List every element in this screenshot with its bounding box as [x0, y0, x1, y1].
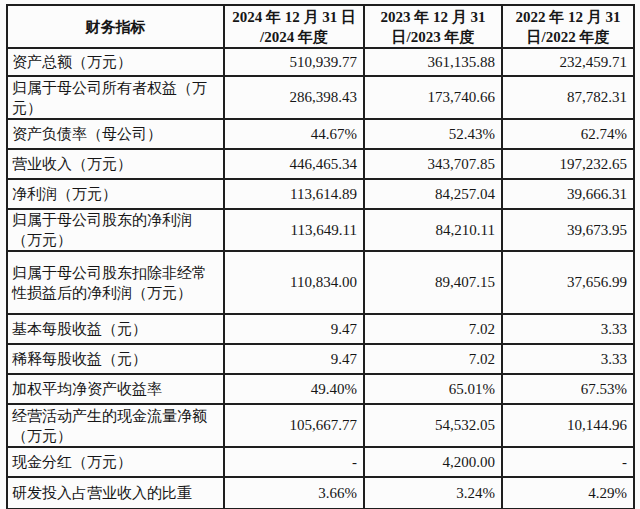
row-label: 归属于母公司股东的净利润 （万元）: [7, 209, 224, 251]
cell-value: 84,210.11: [364, 209, 502, 251]
cell-value: 286,398.43: [224, 76, 364, 119]
cell-value: 89,407.15: [364, 251, 502, 314]
table-row: 经营活动产生的现金流量净额 （万元）105,667.7754,532.0510,…: [7, 404, 634, 447]
row-label: 现金分红（万元）: [7, 447, 224, 477]
cell-value: 105,667.77: [224, 404, 364, 447]
table-row: 归属于母公司股东扣除非经常 性损益后的净利润（万元）110,834.0089,4…: [7, 251, 634, 314]
cell-value: 62.74%: [502, 119, 634, 149]
table-body: 资产总额（万元）510,939.77361,135.88232,459.71归属…: [7, 48, 634, 509]
cell-value: -: [224, 447, 364, 477]
cell-value: 84,257.04: [364, 179, 502, 209]
cell-value: 110,834.00: [224, 251, 364, 314]
row-label: 稀释每股收益（元）: [7, 344, 224, 374]
table-row: 研发投入占营业收入的比重3.66%3.24%4.29%: [7, 477, 634, 509]
table-row: 营业收入（万元）446,465.34343,707.85197,232.65: [7, 149, 634, 179]
row-label: 归属于母公司所有者权益（万 元）: [7, 76, 224, 119]
cell-value: 4.29%: [502, 477, 634, 509]
row-label: 研发投入占营业收入的比重: [7, 477, 224, 509]
table-row: 基本每股收益（元）9.477.023.33: [7, 314, 634, 344]
cell-value: 173,740.66: [364, 76, 502, 119]
cell-value: 39,666.31: [502, 179, 634, 209]
cell-value: 197,232.65: [502, 149, 634, 179]
cell-value: 37,656.99: [502, 251, 634, 314]
row-label: 净利润（万元）: [7, 179, 224, 209]
table-row: 现金分红（万元）-4,200.00-: [7, 447, 634, 477]
header-2023: 2023 年 12 月 31 日/2023 年度: [364, 5, 502, 48]
row-label: 营业收入（万元）: [7, 149, 224, 179]
cell-value: -: [502, 447, 634, 477]
cell-value: 361,135.88: [364, 48, 502, 76]
table-row: 净利润（万元）113,614.8984,257.0439,666.31: [7, 179, 634, 209]
cell-value: 7.02: [364, 344, 502, 374]
row-label: 归属于母公司股东扣除非经常 性损益后的净利润（万元）: [7, 251, 224, 314]
header-2022: 2022 年 12 月 31 日/2022 年度: [502, 5, 634, 48]
cell-value: 54,532.05: [364, 404, 502, 447]
cell-value: 9.47: [224, 314, 364, 344]
header-2024: 2024 年 12 月 31 日 /2024 年度: [224, 5, 364, 48]
cell-value: 343,707.85: [364, 149, 502, 179]
row-label: 加权平均净资产收益率: [7, 374, 224, 404]
row-label: 基本每股收益（元）: [7, 314, 224, 344]
row-label: 资产总额（万元）: [7, 48, 224, 76]
cell-value: 9.47: [224, 344, 364, 374]
cell-value: 4,200.00: [364, 447, 502, 477]
cell-value: 87,782.31: [502, 76, 634, 119]
cell-value: 3.66%: [224, 477, 364, 509]
cell-value: 65.01%: [364, 374, 502, 404]
table-row: 资产负债率（母公司）44.67%52.43%62.74%: [7, 119, 634, 149]
cell-value: 67.53%: [502, 374, 634, 404]
table-row: 归属于母公司股东的净利润 （万元）113,649.1184,210.1139,6…: [7, 209, 634, 251]
table-row: 归属于母公司所有者权益（万 元）286,398.43173,740.6687,7…: [7, 76, 634, 119]
cell-value: 3.33: [502, 314, 634, 344]
cell-value: 44.67%: [224, 119, 364, 149]
cell-value: 232,459.71: [502, 48, 634, 76]
table-row: 稀释每股收益（元）9.477.023.33: [7, 344, 634, 374]
cell-value: 3.33: [502, 344, 634, 374]
row-label: 经营活动产生的现金流量净额 （万元）: [7, 404, 224, 447]
cell-value: 7.02: [364, 314, 502, 344]
cell-value: 113,614.89: [224, 179, 364, 209]
header-row: 财务指标 2024 年 12 月 31 日 /2024 年度 2023 年 12…: [7, 5, 634, 48]
cell-value: 52.43%: [364, 119, 502, 149]
cell-value: 510,939.77: [224, 48, 364, 76]
header-indicator: 财务指标: [7, 5, 224, 48]
cell-value: 113,649.11: [224, 209, 364, 251]
cell-value: 49.40%: [224, 374, 364, 404]
table-row: 资产总额（万元）510,939.77361,135.88232,459.71: [7, 48, 634, 76]
cell-value: 446,465.34: [224, 149, 364, 179]
cell-value: 39,673.95: [502, 209, 634, 251]
table-row: 加权平均净资产收益率49.40%65.01%67.53%: [7, 374, 634, 404]
row-label: 资产负债率（母公司）: [7, 119, 224, 149]
cell-value: 3.24%: [364, 477, 502, 509]
cell-value: 10,144.96: [502, 404, 634, 447]
financial-indicators-table: 财务指标 2024 年 12 月 31 日 /2024 年度 2023 年 12…: [6, 4, 635, 509]
